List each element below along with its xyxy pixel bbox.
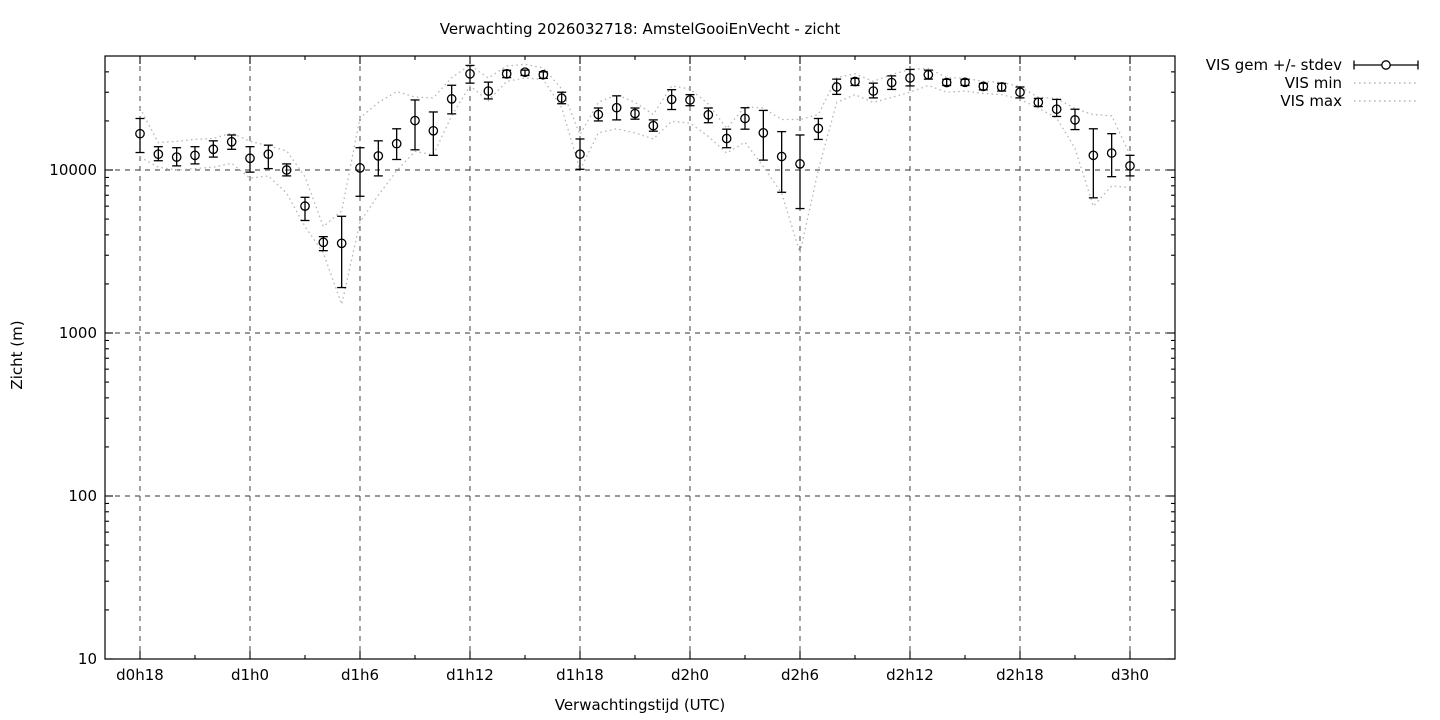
data-point [446, 94, 457, 104]
data-point [1051, 104, 1062, 115]
data-point [153, 149, 164, 160]
errorbar-series [135, 64, 1135, 289]
x-tick-label: d3h0 [1111, 666, 1149, 684]
x-tick-label: d2h12 [886, 666, 934, 684]
y-tick-label: 10000 [49, 161, 97, 179]
data-point [391, 138, 402, 149]
data-point [685, 95, 695, 105]
data-point [611, 102, 622, 113]
data-point [575, 149, 585, 160]
data-point [758, 128, 769, 138]
data-point [648, 120, 659, 131]
data-point [245, 153, 255, 164]
data-point [373, 151, 384, 161]
data-point [886, 77, 897, 88]
data-point [520, 67, 530, 78]
data-point [1015, 87, 1025, 98]
legend: VIS gem +/- stdev VIS min VIS max [1205, 56, 1421, 110]
data-point [740, 113, 750, 124]
data-point [190, 150, 200, 161]
data-point [593, 109, 604, 120]
x-axis-title: Verwachtingstijd (UTC) [554, 696, 726, 714]
axis-ticks [105, 56, 1175, 660]
x-tick-label: d1h0 [231, 666, 269, 684]
data-point [996, 82, 1007, 92]
mean-points [135, 67, 1135, 249]
tick-labels: d0h18 d1h0 d1h6 d1h12 d1h18 d2h0 d2h6 d2h12 d2h1… [49, 161, 1149, 684]
x-tick-label: d2h18 [996, 666, 1044, 684]
data-point [281, 165, 292, 175]
data-point [776, 151, 787, 162]
data-point [336, 238, 347, 249]
legend-min-sample-icon [1354, 82, 1418, 84]
data-point [703, 109, 714, 120]
x-tick-label: d0h18 [116, 666, 164, 684]
data-point [868, 86, 879, 96]
data-point [538, 69, 549, 80]
legend-errorbar-sample-icon [1353, 60, 1419, 70]
data-point [300, 201, 310, 212]
data-point [318, 237, 329, 248]
vis-max-line [139, 63, 1131, 228]
data-point [831, 82, 842, 92]
legend-label-min: VIS min [1284, 74, 1342, 92]
x-tick-label: d1h18 [556, 666, 604, 684]
x-tick-label: d1h12 [446, 666, 494, 684]
y-tick-label: 100 [68, 487, 97, 505]
data-point [428, 125, 439, 136]
data-point [905, 73, 915, 83]
data-point [795, 159, 805, 169]
legend-label-max: VIS max [1280, 92, 1342, 110]
data-point [978, 81, 989, 92]
y-tick-label: 1000 [59, 324, 97, 342]
data-point [1125, 161, 1135, 171]
data-point [960, 77, 970, 88]
data-point [171, 152, 182, 162]
data-point [1033, 97, 1044, 108]
data-point [1070, 115, 1080, 125]
data-point [850, 76, 860, 87]
data-point [355, 163, 365, 173]
y-tick-label: 10 [78, 650, 97, 668]
data-point [135, 128, 145, 139]
x-tick-label: d2h6 [781, 666, 819, 684]
data-point [721, 133, 732, 144]
data-point [941, 77, 952, 88]
data-point [483, 86, 494, 96]
data-point [556, 93, 567, 103]
data-point [226, 136, 237, 147]
legend-max-sample-icon [1354, 100, 1418, 102]
chart-title: Verwachting 2026032718: AmstelGooiEnVech… [439, 20, 841, 38]
legend-label-mean: VIS gem +/- stdev [1205, 56, 1342, 74]
data-point [501, 68, 512, 79]
x-tick-label: d1h6 [341, 666, 379, 684]
x-tick-label: d2h0 [671, 666, 709, 684]
data-point [410, 115, 420, 126]
data-point [923, 69, 934, 80]
data-point [813, 123, 824, 134]
plot-border [104, 55, 1176, 660]
data-point [465, 68, 475, 79]
data-point [630, 108, 640, 119]
data-point [263, 149, 274, 160]
data-point [1106, 148, 1117, 158]
data-point [666, 94, 677, 105]
data-point [208, 144, 219, 155]
data-point [1088, 150, 1099, 161]
gridlines [105, 56, 1175, 659]
